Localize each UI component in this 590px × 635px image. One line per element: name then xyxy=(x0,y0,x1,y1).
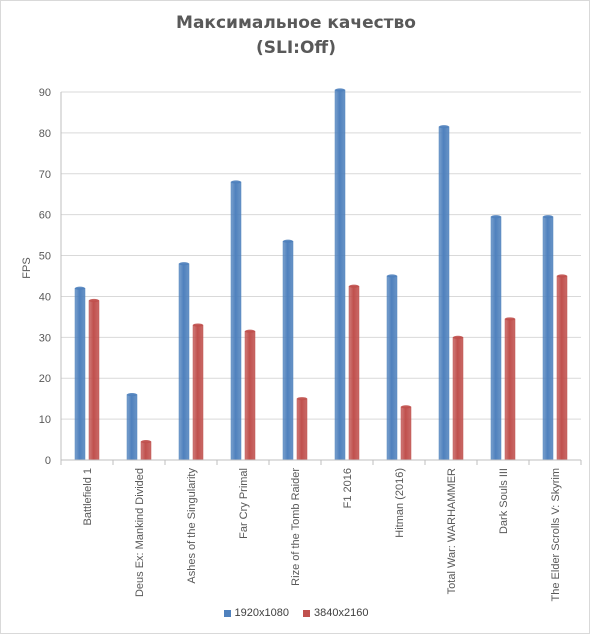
y-tick-label: 80 xyxy=(39,128,51,140)
x-tick-label: Dark Souls III xyxy=(498,468,510,534)
bar-2-4 xyxy=(244,330,256,461)
bar-1-4 xyxy=(230,181,242,461)
legend-item-series-1: 1920x1080 xyxy=(223,607,289,619)
bar-2-3 xyxy=(192,324,204,461)
x-tick-label: Rize of the Tomb Raider xyxy=(290,468,302,586)
bar-cap xyxy=(387,274,397,278)
bar-cap xyxy=(245,329,255,333)
bar-2-2 xyxy=(140,441,152,461)
bar-cap xyxy=(335,88,345,92)
y-axis-label: FPS xyxy=(21,257,33,278)
x-tick-label: Hitman (2016) xyxy=(394,468,406,538)
bar-cap xyxy=(89,298,99,303)
x-tick-label: Battlefield 1 xyxy=(82,468,94,525)
bar-1-1 xyxy=(74,288,86,461)
x-tick-label: Total War: WARHAMMER xyxy=(446,468,458,594)
bar-cap xyxy=(141,440,151,444)
bar-1-9 xyxy=(490,216,502,461)
y-tick-label: 0 xyxy=(45,455,51,467)
bar-cap xyxy=(231,180,241,184)
bar-1-8 xyxy=(438,126,450,461)
bar-2-1 xyxy=(88,300,100,461)
bar-2-5 xyxy=(296,398,308,461)
bar-cap xyxy=(127,392,137,397)
bar-2-7 xyxy=(400,406,412,461)
bar-cap xyxy=(75,286,85,290)
bar-1-2 xyxy=(126,394,138,461)
bar-cap xyxy=(505,317,515,321)
legend-swatch-1 xyxy=(223,609,231,617)
chart-legend: 1920x1080 3840x2160 xyxy=(1,607,590,619)
bar-1-7 xyxy=(386,275,398,461)
y-tick-label: 20 xyxy=(39,373,51,385)
chart-title: Максимальное качество xyxy=(176,13,416,33)
bar-2-8 xyxy=(452,337,464,461)
bar-cap xyxy=(453,335,463,339)
y-tick-label: 90 xyxy=(39,87,51,99)
tick-labels: 0 10 20 30 40 50 60 70 80 90 Battlefield 1 Deus Ex:… xyxy=(39,87,562,601)
bar-cap xyxy=(557,274,567,278)
y-tick-label: 70 xyxy=(39,169,51,181)
bar-cap xyxy=(349,284,359,288)
bar-1-10 xyxy=(542,216,554,461)
y-tick-label: 50 xyxy=(39,251,51,263)
x-tick-label: Ashes of the Singularity xyxy=(186,468,198,584)
bar-cap xyxy=(439,125,449,129)
bar-cap xyxy=(179,262,189,266)
grid-lines xyxy=(61,91,581,461)
y-tick-label: 60 xyxy=(39,210,51,222)
x-tick-label: Far Cry Primal xyxy=(238,468,250,539)
bar-cap xyxy=(491,215,501,219)
bar-cap xyxy=(283,239,293,243)
bar-cap xyxy=(193,323,203,327)
bar-series xyxy=(74,88,568,461)
legend-swatch-2 xyxy=(303,609,310,617)
bar-1-5 xyxy=(282,240,294,461)
axes xyxy=(60,92,582,465)
legend-item-series-2: 3840x2160 xyxy=(303,607,368,619)
x-tick-label: The Elder Scrolls V: Skyrim xyxy=(550,468,562,601)
legend-label-2: 3840x2160 xyxy=(314,607,369,619)
y-tick-label: 40 xyxy=(39,291,51,303)
bar-cap xyxy=(543,215,553,219)
chart-subtitle: (SLI:Off) xyxy=(256,38,336,58)
bar-1-6 xyxy=(334,89,346,461)
bar-2-10 xyxy=(556,275,568,461)
bar-2-6 xyxy=(348,285,360,461)
x-tick-label: F1 2016 xyxy=(342,468,354,508)
y-tick-label: 30 xyxy=(39,332,51,344)
legend-label-1: 1920x1080 xyxy=(234,607,289,619)
y-tick-label: 10 xyxy=(39,414,51,426)
bar-1-3 xyxy=(178,263,190,461)
bar-cap xyxy=(401,405,411,409)
x-tick-label: Deus Ex: Mankind Divided xyxy=(134,468,146,597)
bar-cap xyxy=(297,397,307,401)
bar-2-9 xyxy=(504,318,516,461)
